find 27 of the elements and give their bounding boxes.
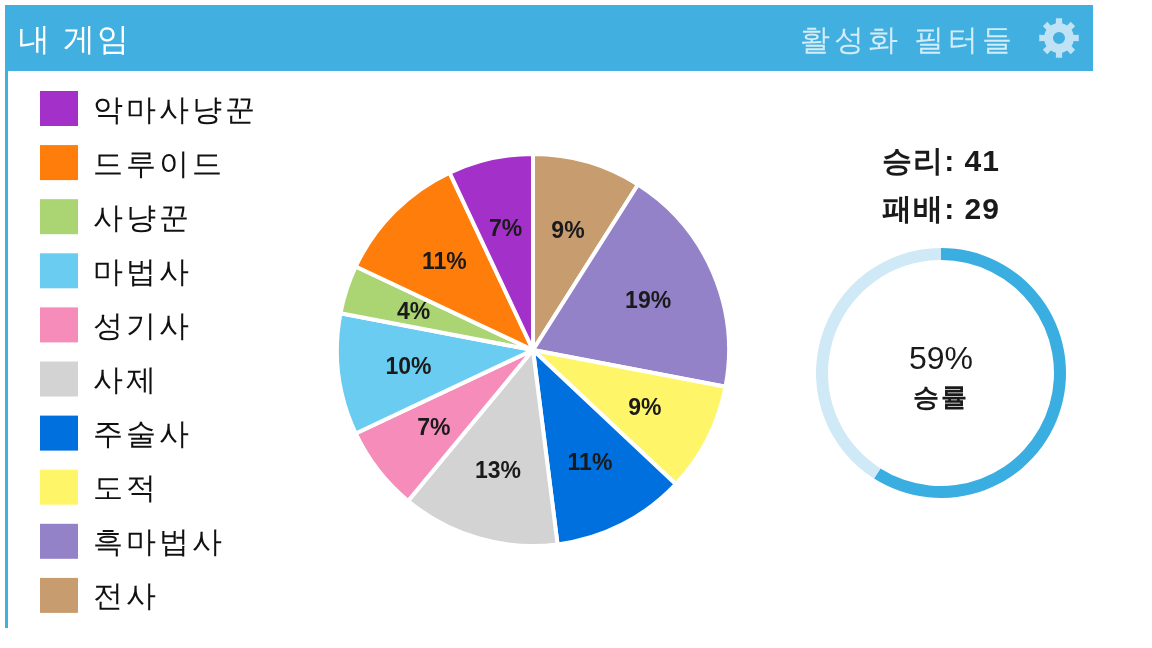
text: 활성화 필터들 bbox=[799, 22, 1016, 56]
data-label: 11% bbox=[421, 248, 467, 275]
text: 59% bbox=[908, 340, 974, 376]
text: 패배: 29 bbox=[882, 191, 1000, 225]
legend-label: 흑마법사 bbox=[93, 525, 225, 559]
legend-label: 사제 bbox=[93, 363, 159, 396]
data-label: 9% bbox=[551, 216, 585, 243]
donut-slice bbox=[874, 248, 1066, 498]
data-label: 7% bbox=[489, 214, 523, 241]
data-label: 7% bbox=[417, 413, 451, 440]
legend-label: 드루이드 bbox=[93, 146, 225, 180]
data-label: 10% bbox=[385, 352, 432, 379]
legend-label: 사냥꾼 bbox=[93, 200, 192, 234]
data-label: 4% bbox=[397, 298, 431, 325]
data-label: 13% bbox=[474, 457, 522, 484]
text: 승률 bbox=[913, 382, 969, 412]
legend-label: 주술사 bbox=[93, 417, 192, 451]
legend-label: 마법사 bbox=[93, 254, 192, 288]
legend-label: 전사 bbox=[93, 579, 159, 613]
data-label: 9% bbox=[628, 393, 662, 420]
legend-label: 악마사냥꾼 bbox=[93, 92, 258, 126]
text: 승리: 41 bbox=[882, 143, 1000, 177]
chart-title: 내 게임 bbox=[18, 21, 131, 57]
legend-label: 성기사 bbox=[93, 308, 192, 342]
data-label: 19% bbox=[625, 287, 672, 314]
data-label: 11% bbox=[567, 448, 613, 475]
legend-label: 도적 bbox=[93, 471, 159, 505]
